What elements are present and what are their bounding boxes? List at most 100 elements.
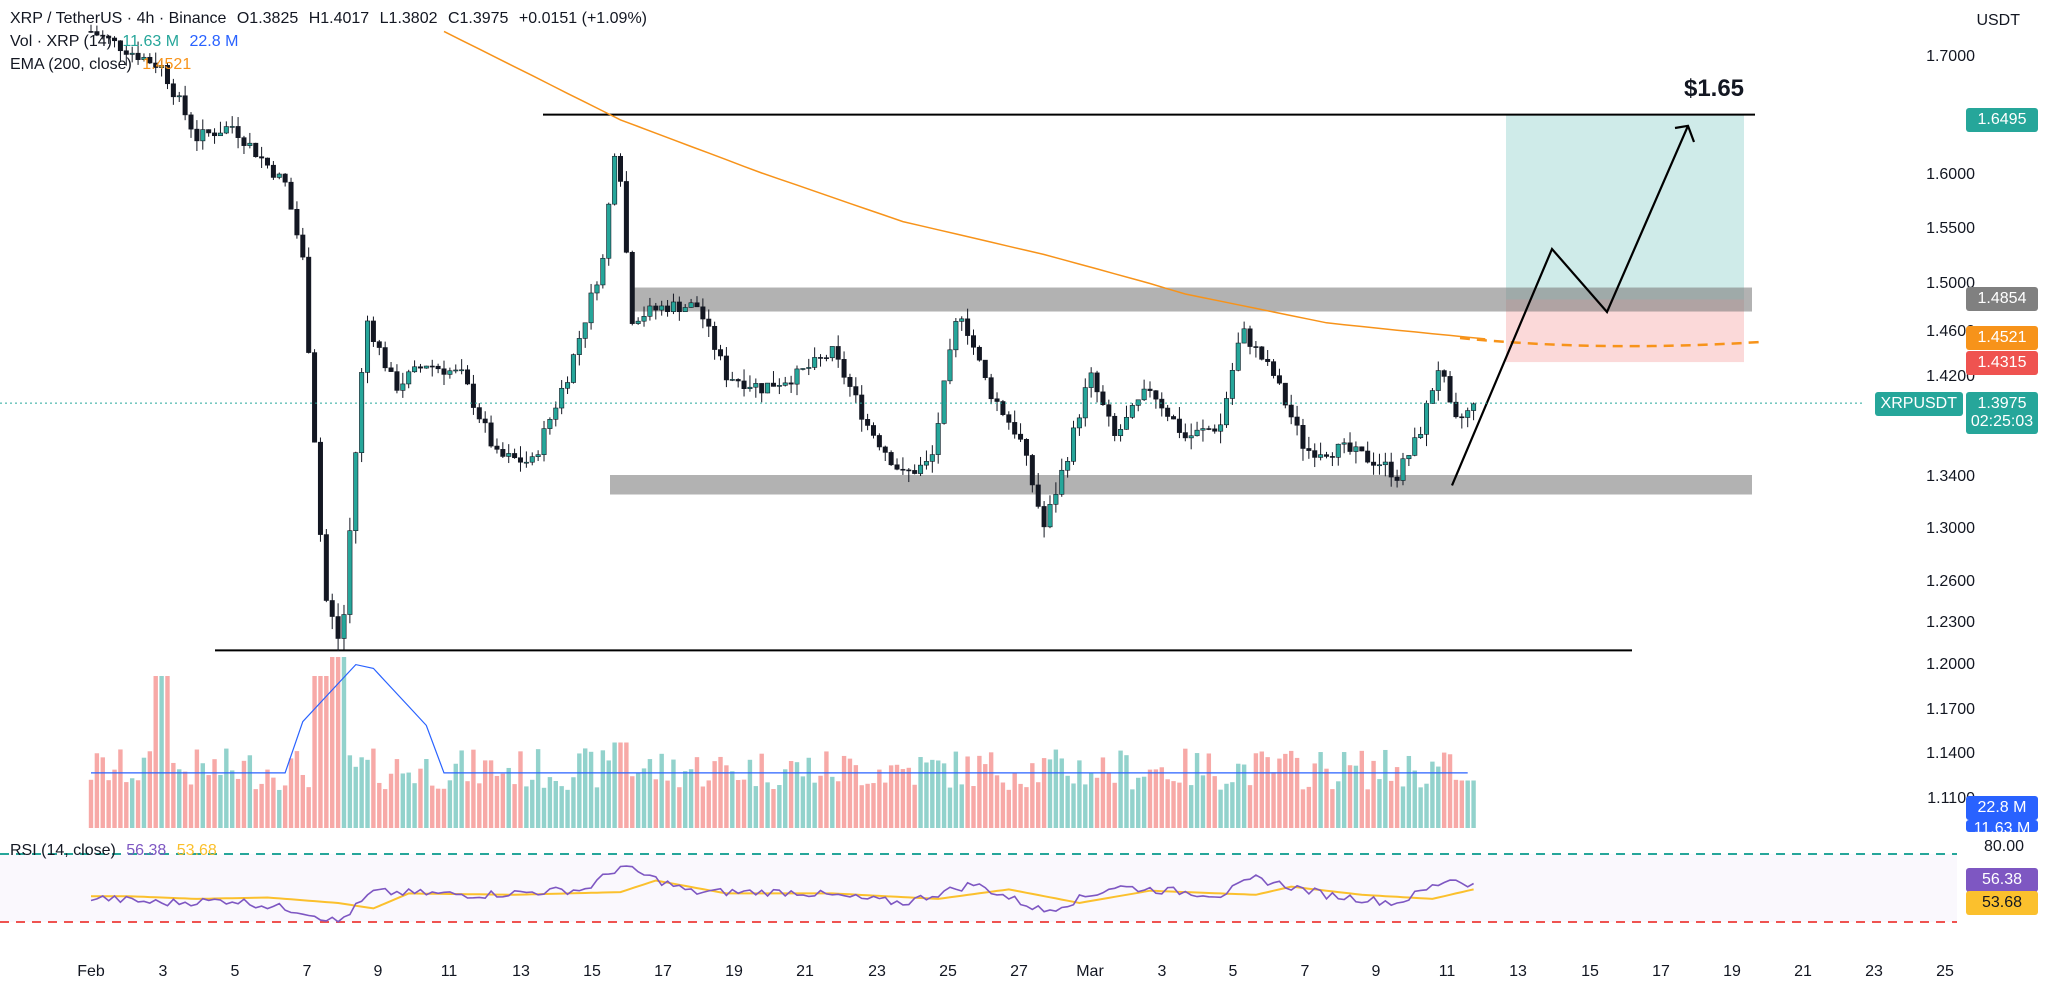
symbol-name[interactable]: XRP / TetherUS · 4h · Binance — [10, 10, 227, 27]
x-tick-label: 27 — [1010, 963, 1028, 980]
volume-bar — [600, 750, 606, 828]
volume-bar — [471, 749, 476, 828]
volume-bar — [1430, 761, 1435, 828]
rsi-ma-tag: 53.68 — [1966, 891, 2038, 915]
volume-bar — [1247, 785, 1253, 828]
candle-down — [323, 534, 329, 601]
volume-bar — [1283, 753, 1288, 828]
candle-down — [259, 156, 265, 159]
candle-down — [906, 469, 912, 472]
y-tick-label: 1.3400 — [1926, 468, 1975, 485]
volume-bar — [1088, 772, 1094, 828]
volume-bar — [88, 779, 94, 828]
candle-down — [1359, 446, 1365, 452]
candle-down — [212, 132, 218, 137]
volume-bar — [524, 786, 529, 828]
price-axis[interactable]: 1.7000 1.6000 1.5500 1.5000 1.4600 1.4200 1.34… — [1926, 48, 1975, 807]
projection-arrowhead — [1674, 124, 1696, 143]
volume-bar — [1036, 782, 1041, 828]
overlays — [0, 30, 1864, 486]
candle-up — [670, 301, 676, 312]
volume-bar — [1077, 760, 1082, 828]
volume-bar — [241, 760, 247, 828]
ema-label[interactable]: EMA (200, close) — [10, 56, 132, 73]
volume-bar — [141, 757, 147, 828]
drawing-zones[interactable] — [215, 113, 1755, 652]
high-value: H1.4017 — [308, 10, 370, 27]
candle-down — [1112, 415, 1118, 436]
candle-up — [1435, 370, 1441, 391]
volume-bar — [235, 778, 241, 828]
y-tick-label: 1.1700 — [1926, 701, 1975, 718]
volume-bar — [441, 788, 447, 828]
candle-up — [1088, 372, 1094, 388]
x-tick-label: 25 — [939, 963, 957, 980]
volume-bar — [124, 782, 129, 828]
x-tick-label: 17 — [654, 963, 672, 980]
volume-bar — [924, 762, 929, 828]
volume-bar — [947, 787, 953, 828]
candle-down — [629, 251, 635, 324]
volume-bar — [359, 757, 364, 828]
ema-line — [443, 30, 1486, 340]
volume-bar — [612, 742, 617, 828]
rsi-band — [0, 854, 1957, 922]
volume-bar — [377, 782, 382, 828]
volume-ma-value: 22.8 M — [189, 33, 239, 50]
candle-up — [535, 454, 541, 457]
volume-bar — [541, 787, 547, 828]
candle-down — [788, 382, 794, 385]
x-tick-label: Mar — [1076, 963, 1104, 980]
volume-bar — [1389, 780, 1394, 828]
rsi-label[interactable]: RSI (14, close) — [10, 842, 116, 859]
rsi-level-80: 80.00 — [1983, 838, 2024, 855]
volume-bar — [453, 763, 458, 828]
candle-down — [847, 377, 853, 387]
candle-up — [747, 386, 753, 389]
candles — [88, 24, 1477, 651]
volume-bar — [1083, 784, 1088, 828]
volume-bar — [865, 783, 870, 828]
candle-up — [776, 385, 782, 387]
support-zone — [610, 475, 1752, 495]
volume-bar — [324, 676, 329, 828]
volume-bar — [959, 784, 964, 828]
volume-bar — [447, 780, 453, 828]
volume-bar — [182, 771, 188, 828]
currency-label[interactable]: USDT — [1976, 12, 2020, 29]
volume-bar — [1471, 780, 1476, 828]
y-tick-label: 1.6000 — [1926, 166, 1975, 183]
volume-label[interactable]: Vol · XRP (14) — [10, 33, 112, 50]
volume-bar — [306, 787, 311, 828]
volume-bar — [1341, 752, 1347, 828]
candle-down — [100, 34, 106, 37]
volume-bar — [500, 773, 506, 828]
candle-down — [1206, 428, 1212, 430]
candle-down — [1312, 450, 1318, 458]
candle-up — [1429, 390, 1435, 404]
candle-up — [1123, 417, 1129, 430]
volume-bar — [459, 750, 464, 828]
candle-down — [735, 379, 741, 382]
candle-down — [653, 305, 659, 311]
volume-bar — [271, 777, 276, 828]
volume-bar — [1130, 789, 1135, 828]
candle-down — [1253, 346, 1259, 348]
x-tick-label: 23 — [1865, 963, 1883, 980]
target-annotation[interactable]: $1.65 — [1684, 75, 1744, 102]
volume-bar — [530, 779, 535, 828]
volume-bar — [512, 784, 517, 828]
volume-bar — [535, 749, 541, 828]
time-axis[interactable]: Feb 3 5 7 9 11 13 15 17 19 21 23 25 27 Mar 3 5 7 9 11 13 15 17… — [77, 963, 1954, 980]
x-tick-label: 9 — [374, 963, 383, 980]
volume-bar — [1312, 763, 1317, 828]
candle-down — [370, 320, 376, 342]
candle-down — [376, 341, 382, 348]
volume-bar — [818, 775, 823, 828]
candle-down — [1153, 390, 1159, 400]
candle-down — [482, 418, 488, 424]
volume-bar — [1436, 766, 1441, 828]
volume-bar — [565, 789, 570, 828]
volume-bar — [1065, 775, 1070, 828]
